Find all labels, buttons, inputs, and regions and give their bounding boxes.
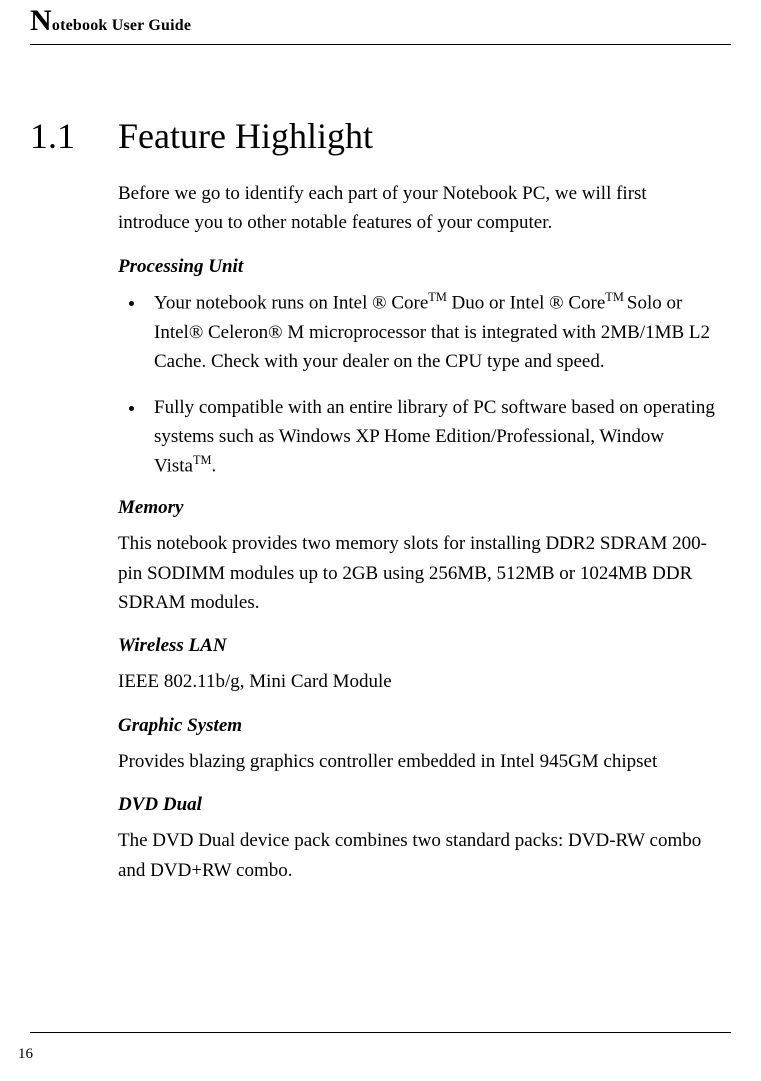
page: Notebook User Guide 1.1 Feature Highligh… <box>0 0 761 1081</box>
section-number: 1.1 <box>30 115 118 157</box>
bullet-text: . <box>211 456 216 477</box>
bullet-text: Your notebook runs on Intel ® Core <box>154 292 428 313</box>
dvd-text: The DVD Dual device pack combines two st… <box>118 826 719 885</box>
memory-text: This notebook provides two memory slots … <box>118 529 719 617</box>
content-area: 1.1 Feature Highlight Before we go to id… <box>30 115 731 885</box>
trademark: TM <box>193 453 212 467</box>
page-header: Notebook User Guide <box>30 0 731 45</box>
intro-paragraph: Before we go to identify each part of yo… <box>118 179 719 238</box>
header-title: Notebook User Guide <box>30 17 191 34</box>
processing-heading: Processing Unit <box>118 256 719 278</box>
processing-bullets: Your notebook runs on Intel ® CoreTM Duo… <box>118 288 719 481</box>
trademark: TM <box>605 290 627 304</box>
memory-heading: Memory <box>118 497 719 519</box>
wlan-text: IEEE 802.11b/g, Mini Card Module <box>118 667 719 696</box>
section-heading-row: 1.1 Feature Highlight <box>118 115 719 157</box>
section-title: Feature Highlight <box>118 115 373 157</box>
processing-bullet-1: Your notebook runs on Intel ® CoreTM Duo… <box>146 288 719 377</box>
header-dropcap: N <box>30 4 52 37</box>
trademark: TM <box>428 290 447 304</box>
graphic-heading: Graphic System <box>118 715 719 737</box>
dvd-heading: DVD Dual <box>118 794 719 816</box>
bullet-text: Fully compatible with an entire library … <box>154 397 715 477</box>
processing-bullet-2: Fully compatible with an entire library … <box>146 393 719 482</box>
page-number: 16 <box>18 1046 33 1063</box>
bullet-text: Duo or Intel ® Core <box>447 292 606 313</box>
footer-rule <box>30 1032 731 1033</box>
header-rest: otebook User Guide <box>52 17 191 34</box>
graphic-text: Provides blazing graphics controller emb… <box>118 747 719 776</box>
wlan-heading: Wireless LAN <box>118 635 719 657</box>
